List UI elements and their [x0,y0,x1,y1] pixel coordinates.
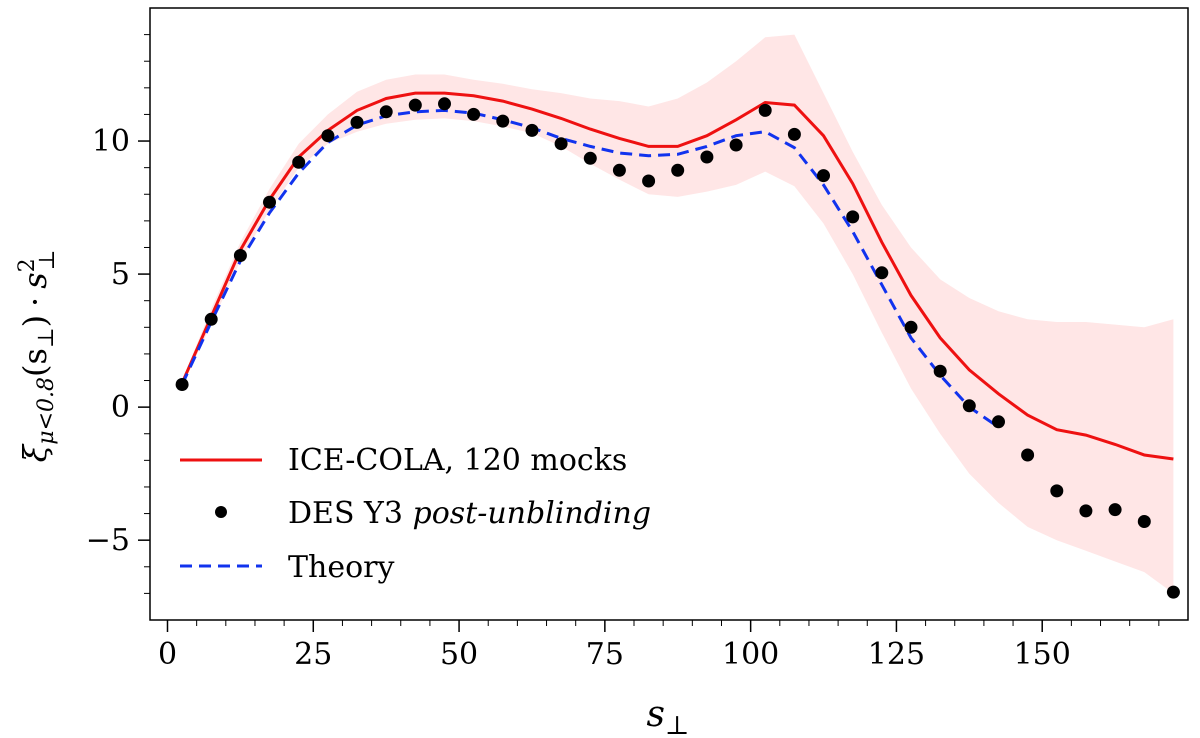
x-tick-label: 25 [294,637,332,672]
des-y3-point [787,127,801,141]
y-tick-label: 5 [111,257,130,292]
legend-label-theory: Theory [288,550,394,585]
des-y3-point [1108,503,1122,517]
ice-cola-line [180,91,1174,461]
des-y3-point [175,378,189,391]
axis-ticks [138,34,1160,632]
des-y3-point [817,169,830,183]
y-tick-label: 0 [111,390,130,425]
des-y3-point [292,155,306,169]
y-axis-label: ξμ<0.8(s⊥)·s2⊥ [15,250,60,463]
des-y3-point [379,105,393,119]
des-y3-point [438,97,451,111]
des-y3-point [263,195,276,209]
des-y3-point [525,123,539,137]
legend-item-theory: Theory [180,550,394,585]
axis-tick-labels: 0 25 50 75 100 125 150 −5 0 5 10 [86,124,1071,672]
des-y3-point [554,137,568,151]
des-y3-point [729,138,743,152]
des-y3-point [1050,484,1064,498]
des-y3-point [904,320,918,334]
legend: ICE-COLA, 120 mocks DES Y3 post-unblindi… [180,443,651,585]
des-y3-point [875,266,889,280]
plot-content [175,34,1180,599]
x-tick-label: 125 [868,637,925,672]
x-tick-label: 50 [440,637,478,672]
legend-label-des-y3: DES Y3 post-unblinding [288,496,651,531]
des-y3-point [758,103,772,117]
x-tick-label: 100 [722,637,779,672]
des-y3-point [962,399,976,413]
des-y3-point [933,364,947,378]
x-tick-label: 0 [158,637,177,672]
des-y3-point [350,115,364,129]
des-y3-point [1166,585,1180,599]
des-y3-point [496,114,510,128]
legend-item-ice-cola: ICE-COLA, 120 mocks [180,443,627,478]
y-tick-label: 10 [92,124,130,159]
x-tick-label: 75 [586,637,624,672]
des-y3-point [583,151,597,165]
des-y3-point [1137,515,1151,528]
legend-swatch-des-y3 [215,506,227,518]
des-y3-point [233,249,247,262]
des-y3-point [612,163,626,177]
des-y3-point [671,163,685,177]
des-y3-point [700,150,714,164]
plot-frame [149,7,1189,621]
des-y3-point [467,107,481,121]
des-y3-point [642,174,656,188]
des-y3-points [175,97,1180,599]
des-y3-point [846,210,860,224]
des-y3-point [1079,504,1093,518]
y-tick-label: −5 [86,523,130,558]
x-tick-label: 150 [1014,637,1071,672]
des-y3-point [204,312,218,326]
des-y3-point [1021,448,1035,462]
x-axis-label: s⊥ [647,694,690,738]
des-y3-point [321,129,335,143]
des-y3-point [408,98,422,112]
legend-label-ice-cola: ICE-COLA, 120 mocks [288,443,627,478]
theory-line [180,108,1000,429]
des-y3-point [992,415,1005,429]
legend-item-des-y3: DES Y3 post-unblinding [215,496,651,531]
